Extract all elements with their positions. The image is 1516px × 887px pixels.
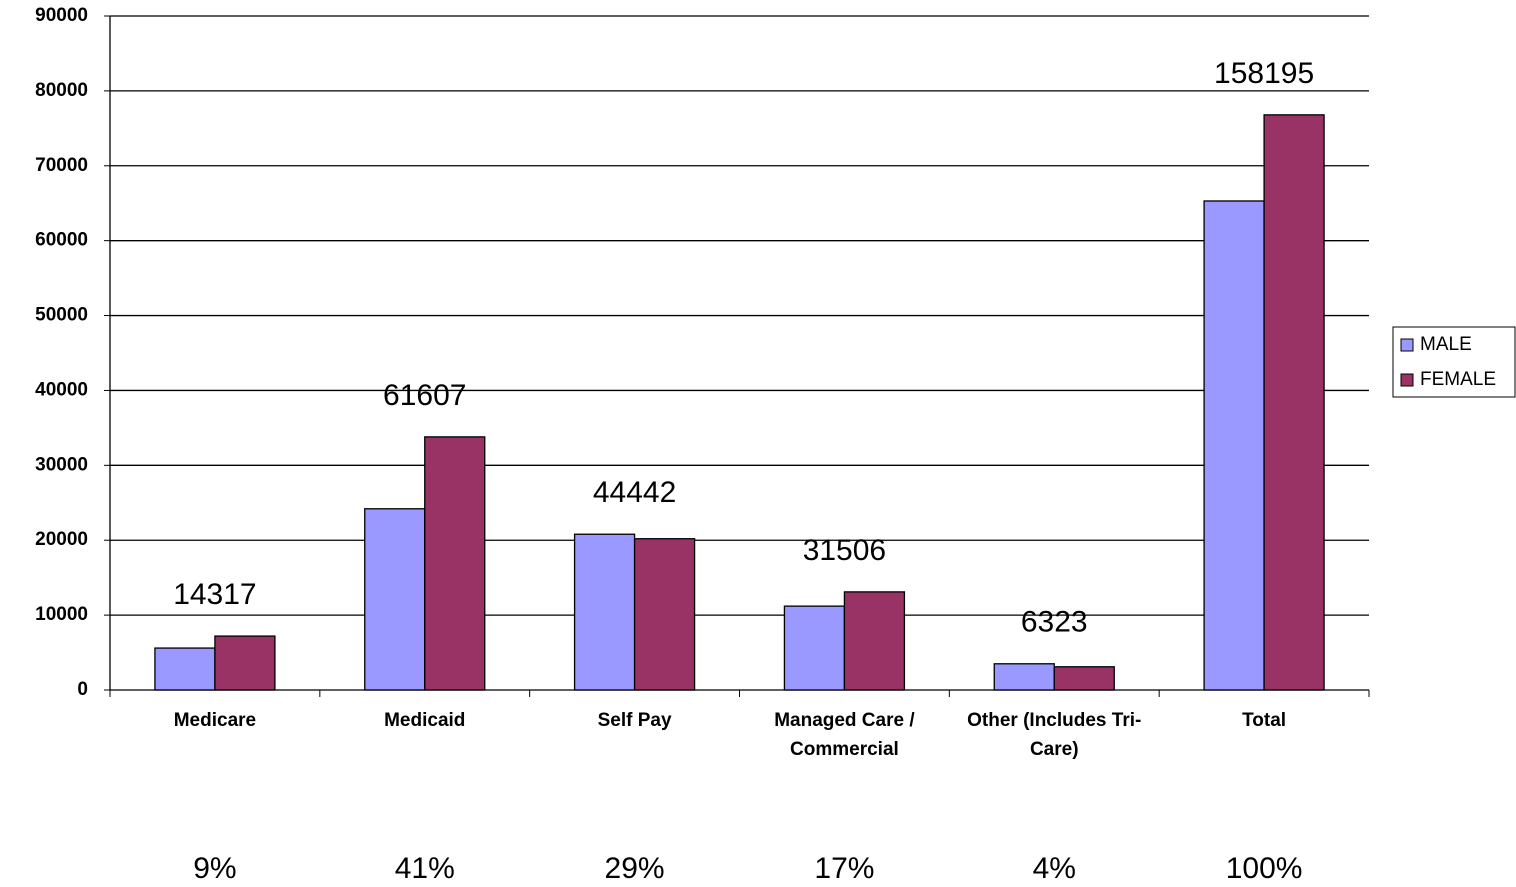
- y-tick-label: 80000: [35, 80, 88, 101]
- total-label: 158195: [1214, 57, 1314, 90]
- bar: [843, 591, 906, 691]
- y-tick-label: 90000: [35, 5, 88, 26]
- bar: [1053, 666, 1115, 691]
- y-tick-label: 40000: [35, 379, 88, 400]
- percentage-label: 100%: [1226, 852, 1303, 885]
- bar: [993, 663, 1055, 691]
- percentage-label: 41%: [395, 852, 455, 885]
- x-tick-label: Other (Includes Tri-Care): [967, 710, 1142, 760]
- bar: [364, 508, 426, 691]
- percentage-label: 9%: [193, 852, 236, 885]
- y-tick-label: 10000: [35, 604, 88, 625]
- x-tick-label: Self Pay: [597, 710, 672, 731]
- x-tick-label: Medicare: [173, 710, 257, 731]
- total-label: 31506: [803, 534, 886, 567]
- total-label: 14317: [173, 578, 256, 611]
- y-tick-label: 60000: [35, 230, 88, 251]
- bar: [633, 538, 696, 691]
- y-tick-label: 50000: [35, 305, 88, 326]
- bar: [424, 436, 486, 691]
- y-tick-label: 30000: [35, 454, 88, 475]
- x-tick-label: Medicaid: [384, 710, 466, 731]
- bar: [154, 647, 216, 691]
- bar: [573, 533, 636, 691]
- percentage-label: 4%: [1033, 852, 1076, 885]
- x-tick-label: Total: [1242, 710, 1287, 731]
- legend-label: MALE: [1420, 334, 1472, 355]
- total-label: 6323: [1021, 606, 1088, 639]
- legend-swatch: [1400, 373, 1414, 387]
- y-tick-label: 0: [77, 679, 88, 700]
- y-tick-label: 70000: [35, 155, 88, 176]
- total-label: 44442: [593, 476, 676, 509]
- total-label: 61607: [383, 379, 466, 412]
- bar: [783, 605, 846, 691]
- percentage-label: 29%: [605, 852, 665, 885]
- x-tick-label: Managed Care / Commercial: [774, 710, 915, 760]
- bar: [214, 635, 276, 691]
- legend-label: FEMALE: [1420, 369, 1496, 390]
- bar: [1203, 200, 1265, 691]
- percentage-label: 17%: [814, 852, 874, 885]
- bar: [1263, 114, 1325, 691]
- legend-swatch: [1400, 338, 1414, 352]
- y-tick-label: 20000: [35, 529, 88, 550]
